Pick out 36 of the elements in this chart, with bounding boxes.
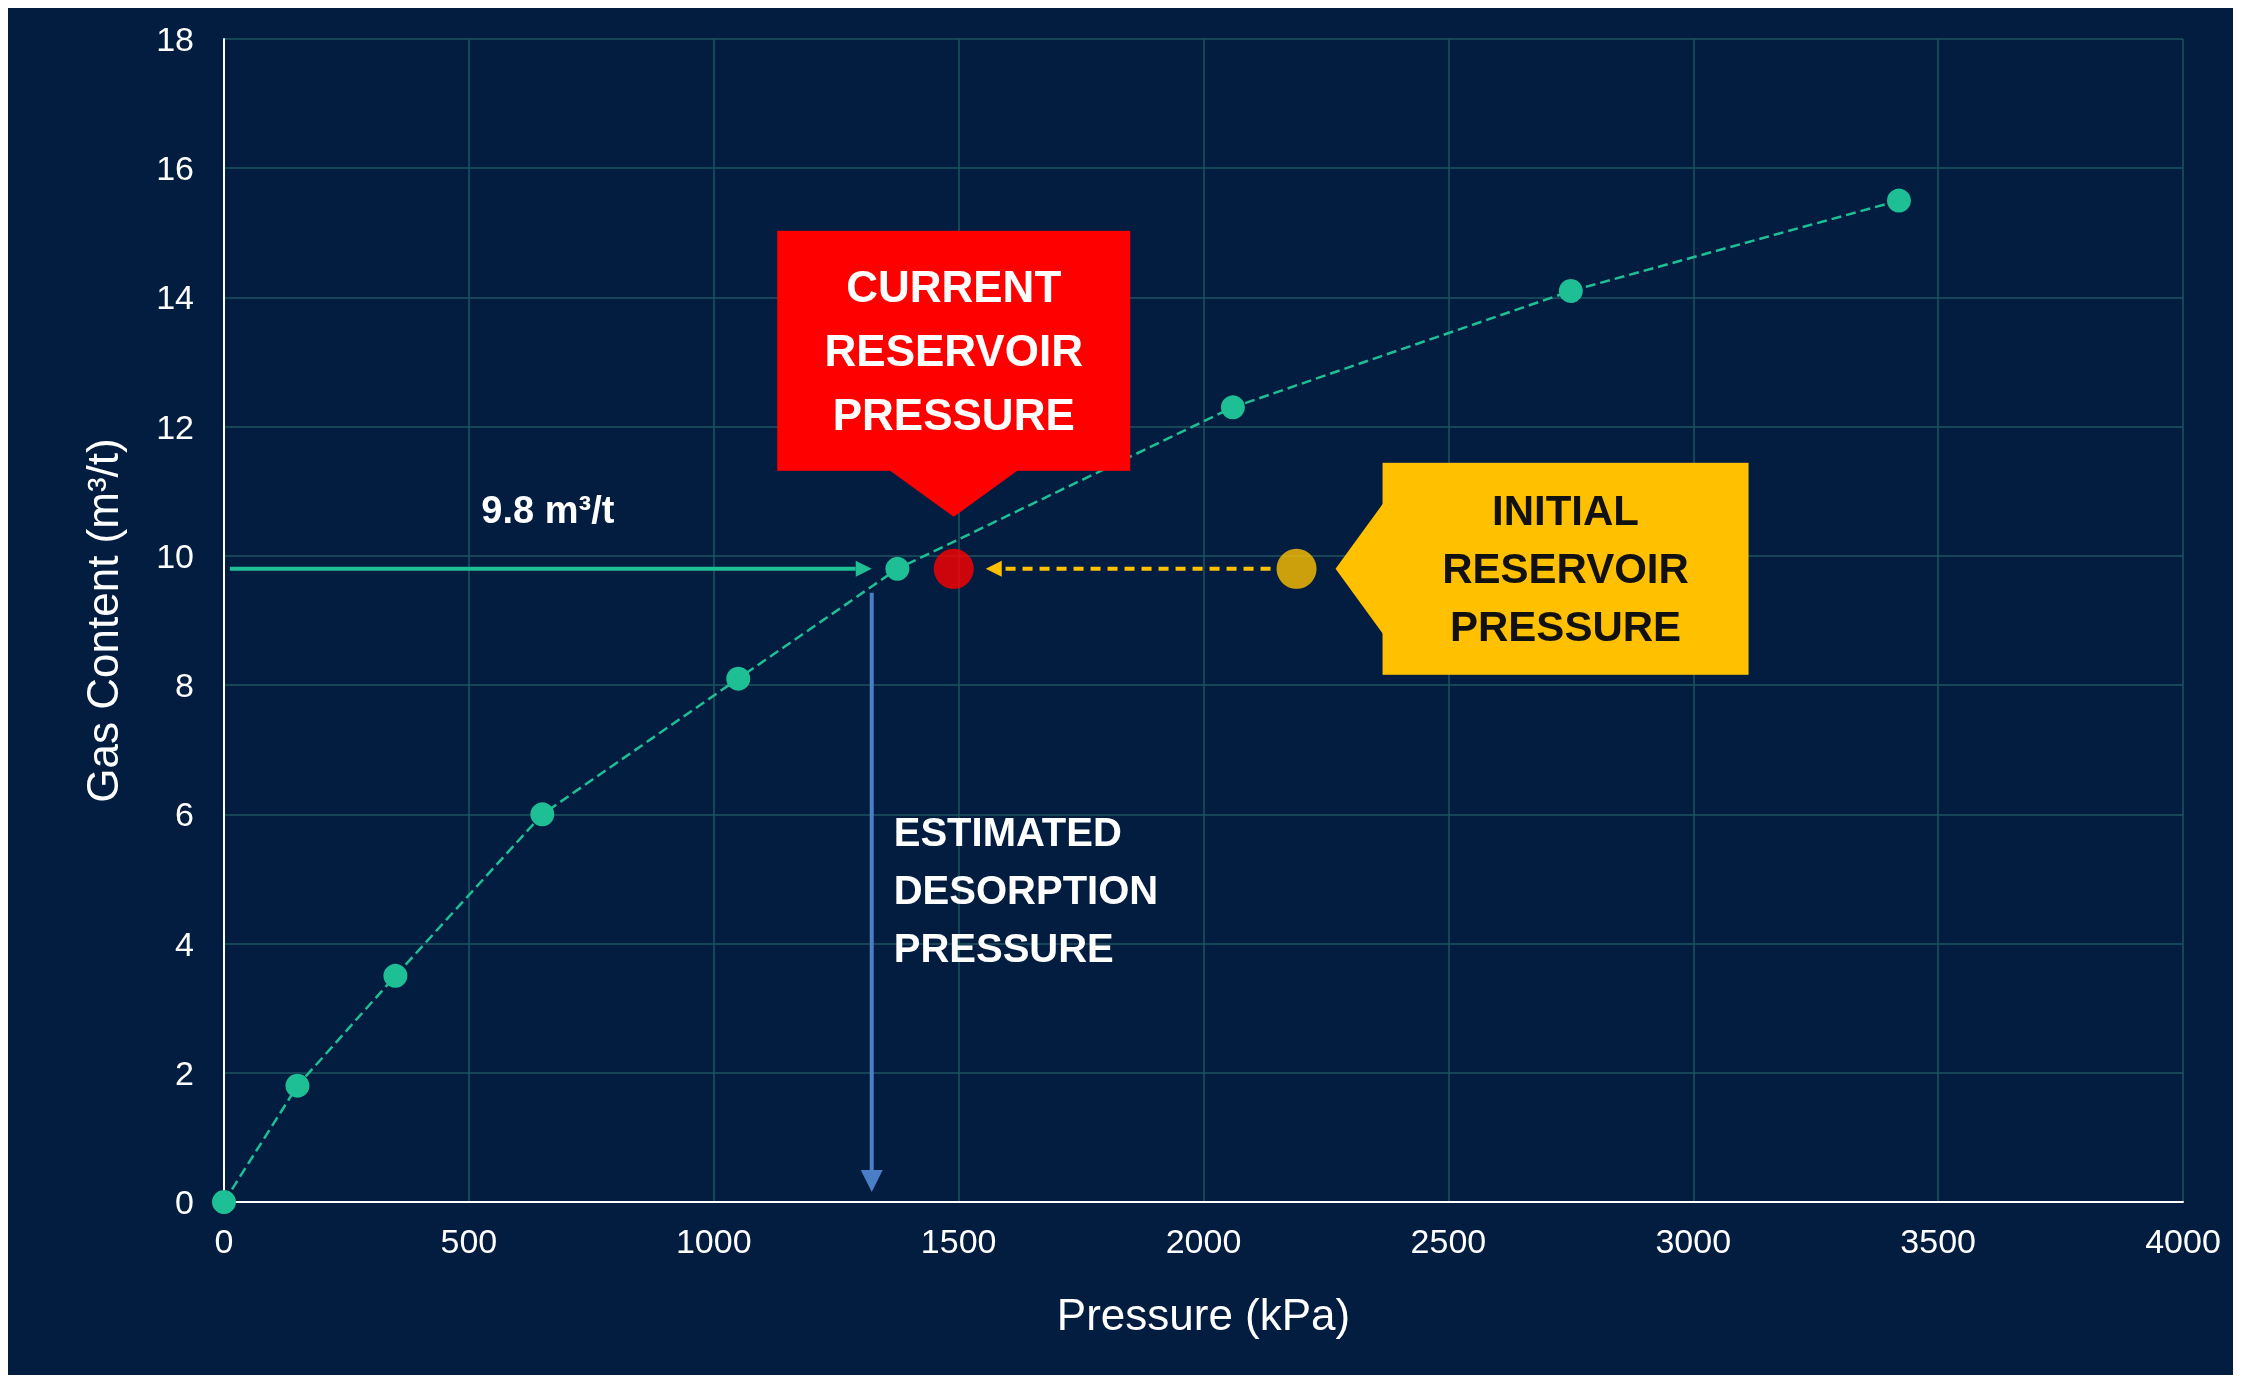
y-tick-label: 18 — [156, 20, 194, 58]
x-tick-label: 1000 — [675, 1222, 752, 1260]
point — [1276, 548, 1317, 589]
y-tick-label: 8 — [175, 666, 194, 705]
annotation: ESTIMATED DESORPTION PRESSURE — [893, 809, 1159, 970]
y-tick-label: 16 — [156, 149, 194, 188]
point — [1558, 278, 1583, 303]
point — [885, 556, 910, 581]
point — [383, 963, 408, 988]
x-tick-label: 3000 — [1655, 1222, 1732, 1260]
y-tick-label: 12 — [156, 407, 194, 446]
point — [1886, 188, 1911, 213]
annotation: INITIAL RESERVOIR PRESSURE — [1442, 487, 1689, 651]
y-axis-title: Gas Content (m³/t) — [77, 438, 127, 803]
x-tick-label: 500 — [440, 1222, 498, 1260]
y-tick-label: 4 — [175, 924, 194, 963]
x-tick-label: 0 — [214, 1222, 234, 1260]
y-tick-label: 6 — [175, 795, 194, 834]
point — [726, 666, 751, 691]
x-tick-label: 2000 — [1165, 1222, 1242, 1260]
point — [933, 548, 974, 589]
x-axis-title: Pressure (kPa) — [1056, 1289, 1351, 1339]
point — [285, 1073, 310, 1098]
point — [1220, 395, 1245, 420]
x-tick-label: 4000 — [2145, 1222, 2221, 1260]
y-tick-label: 10 — [156, 536, 194, 575]
y-tick-label: 2 — [175, 1053, 194, 1092]
point — [530, 802, 555, 827]
y-tick-label: 0 — [175, 1183, 194, 1221]
annotation: 9.8 m³/t — [481, 488, 615, 531]
point — [212, 1190, 236, 1214]
annotation: CURRENT RESERVOIR PRESSURE — [824, 262, 1083, 440]
y-tick-label: 14 — [156, 278, 194, 317]
x-tick-label: 3500 — [1900, 1222, 1976, 1260]
x-tick-label: 1500 — [920, 1222, 997, 1260]
x-tick-label: 2500 — [1410, 1222, 1487, 1260]
